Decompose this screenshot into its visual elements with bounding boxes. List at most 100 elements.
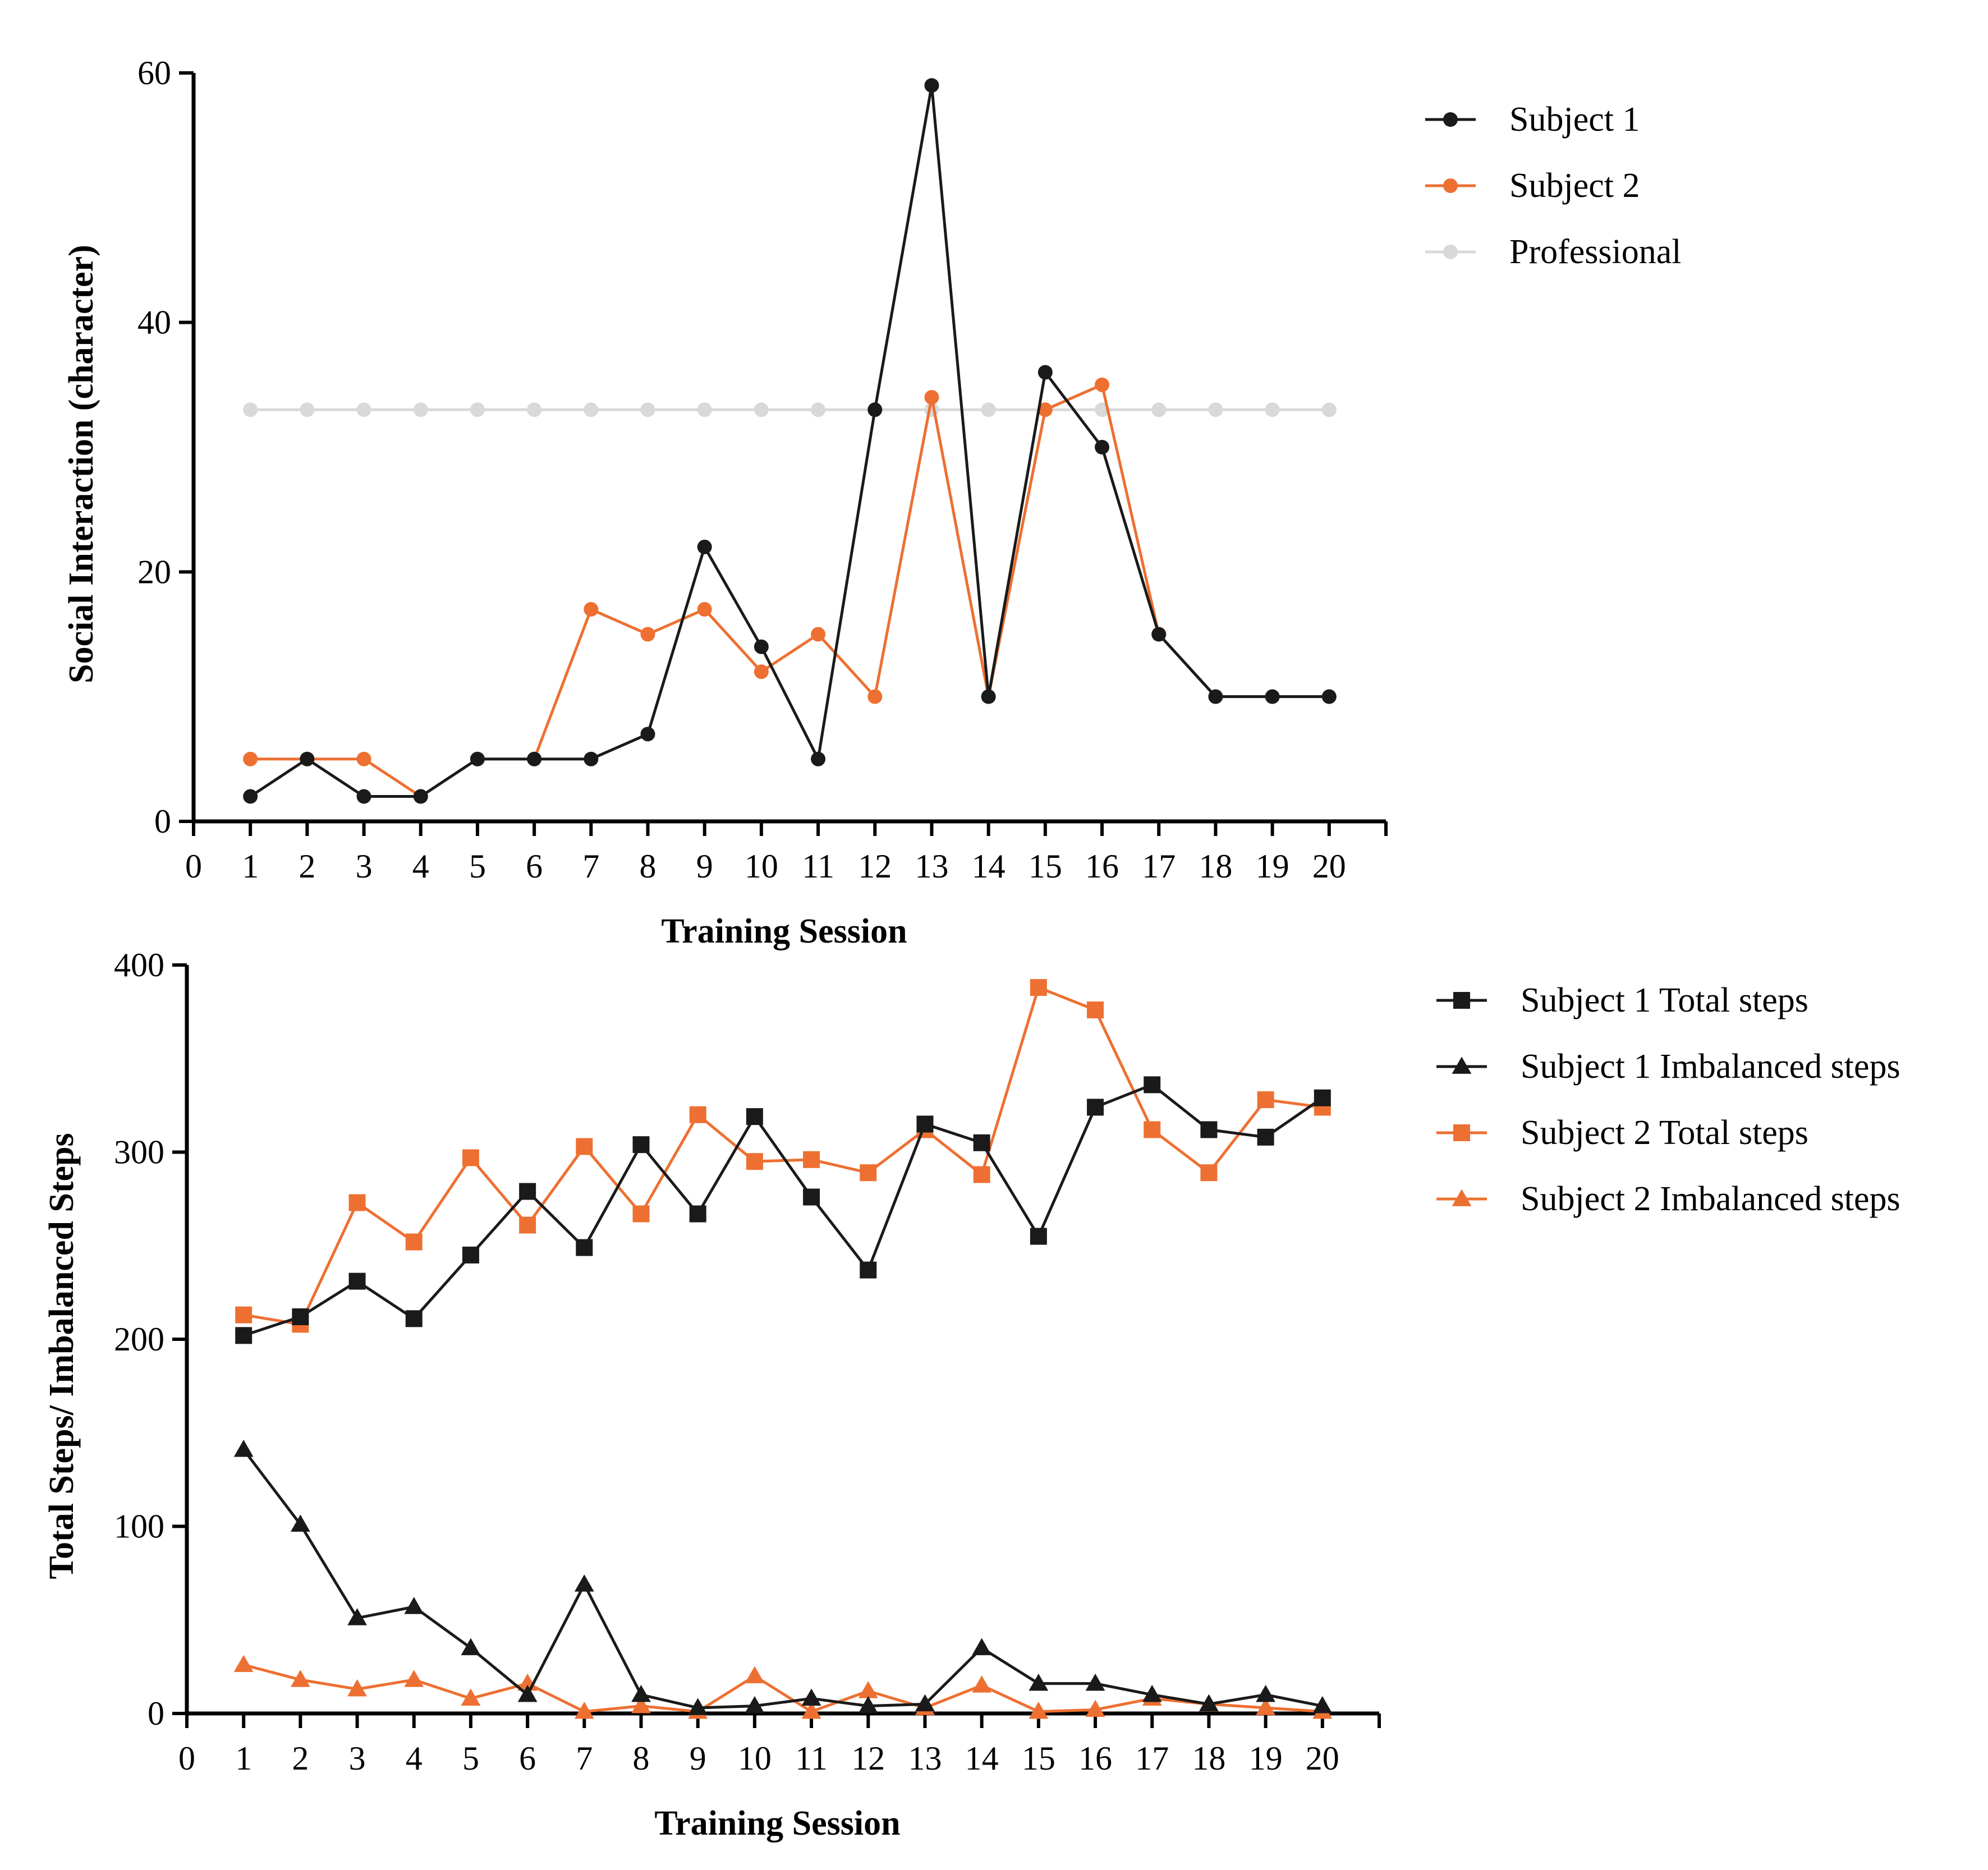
x-tick-label: 19 (1256, 848, 1289, 885)
data-point (688, 1698, 708, 1715)
data-point (754, 639, 769, 654)
data-point (235, 1327, 252, 1344)
y-tick-label: 0 (148, 1695, 164, 1732)
x-tick-label: 0 (178, 1740, 195, 1777)
data-point (867, 402, 883, 417)
data-point (754, 664, 769, 679)
data-point (1095, 377, 1110, 392)
x-tick-label: 16 (1085, 848, 1119, 885)
data-point (973, 1166, 990, 1183)
x-tick-label: 1 (242, 848, 259, 885)
data-point (860, 1261, 877, 1279)
y-tick-label: 0 (154, 803, 171, 840)
data-point (461, 1638, 481, 1656)
data-point (1085, 1673, 1105, 1691)
data-point (924, 390, 939, 405)
x-tick-label: 7 (576, 1740, 593, 1777)
legend-item: Subject 1 Imbalanced steps (1436, 1047, 1900, 1086)
data-point (1265, 402, 1280, 417)
data-point (745, 1666, 765, 1684)
data-point (924, 78, 939, 93)
data-point (243, 751, 258, 766)
data-point (462, 1246, 479, 1263)
data-point (1151, 627, 1167, 642)
data-point (470, 402, 485, 417)
legend-marker (1443, 245, 1458, 259)
data-point (292, 1308, 309, 1325)
series-line (249, 84, 1329, 798)
x-tick-label: 19 (1249, 1740, 1283, 1777)
data-point (413, 402, 428, 417)
legend-label: Subject 2 Total steps (1521, 1114, 1808, 1152)
legend-item: Subject 1 Total steps (1436, 981, 1808, 1019)
x-tick-label: 18 (1192, 1740, 1225, 1777)
legend: Subject 1 Subject 2 Professional (1425, 100, 1682, 271)
legend-marker (1452, 1189, 1472, 1206)
data-point (290, 1670, 310, 1687)
legend-label: Subject 1 Total steps (1521, 981, 1808, 1019)
data-point (1037, 365, 1053, 380)
data-point (1037, 402, 1053, 417)
y-tick-label: 20 (137, 553, 171, 590)
data-point (1085, 1699, 1105, 1717)
data-point (689, 1106, 706, 1123)
data-point (811, 402, 826, 417)
x-tick-label: 5 (469, 848, 486, 885)
data-point (803, 1188, 820, 1206)
data-point (527, 751, 542, 766)
data-point (1312, 1696, 1333, 1713)
legend-item: Subject 2 Imbalanced steps (1436, 1180, 1900, 1218)
data-point (356, 751, 371, 766)
series-line (250, 383, 1329, 798)
data-point (972, 1638, 992, 1656)
x-tick-label: 7 (582, 848, 599, 885)
series-subject-2-imbalanced-steps (233, 1655, 1333, 1719)
data-point (1029, 1673, 1049, 1691)
data-point (584, 751, 599, 766)
x-tick-label: 15 (1029, 848, 1062, 885)
data-point (576, 1138, 593, 1155)
data-point (1030, 1228, 1047, 1245)
x-tick-label: 13 (915, 848, 948, 885)
data-point (1087, 1099, 1104, 1116)
data-point (1257, 1128, 1274, 1146)
data-point (1256, 1684, 1276, 1702)
data-point (981, 689, 996, 704)
legend-label: Subject 2 (1509, 167, 1640, 205)
y-tick-label: 400 (114, 947, 164, 984)
data-point (404, 1597, 424, 1614)
x-tick-label: 16 (1078, 1740, 1112, 1777)
data-point (1314, 1089, 1331, 1106)
data-point (1321, 689, 1337, 704)
data-point (754, 402, 769, 417)
data-point (1208, 689, 1223, 704)
x-tick-label: 20 (1306, 1740, 1339, 1777)
data-point (1257, 1091, 1274, 1109)
x-tick-label: 0 (185, 848, 202, 885)
x-tick-label: 17 (1135, 1740, 1169, 1777)
data-point (632, 1205, 650, 1223)
data-point (973, 1134, 990, 1151)
data-point (811, 751, 826, 766)
data-point (867, 689, 883, 704)
x-tick-label: 4 (412, 848, 429, 885)
data-point (1200, 1121, 1218, 1138)
series-subject-2 (243, 377, 1337, 804)
data-point (347, 1608, 367, 1625)
data-point (462, 1149, 479, 1166)
x-tick-label: 11 (802, 848, 834, 885)
x-tick-label: 8 (640, 848, 656, 885)
data-point (631, 1684, 651, 1702)
legend-item: Subject 2 Total steps (1436, 1114, 1808, 1152)
data-point (243, 789, 258, 804)
data-point (300, 751, 315, 766)
legend-marker (1453, 1124, 1470, 1141)
legend-item: Professional (1425, 233, 1682, 271)
data-point (689, 1205, 706, 1223)
data-point (300, 402, 315, 417)
data-point (915, 1694, 935, 1712)
data-point (697, 402, 712, 417)
